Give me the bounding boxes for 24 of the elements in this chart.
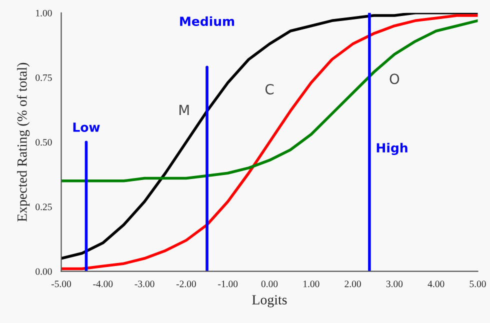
y-tick-label: 1.00 (36, 10, 52, 16)
y-tick-label: 0.50 (36, 139, 52, 146)
y-tick-label: 0.75 (36, 74, 52, 82)
x-tick-label: 4.00 (428, 280, 444, 288)
series-label: C (265, 84, 274, 94)
ref-line-label: High (376, 142, 408, 156)
ref-line-label: Medium (180, 16, 234, 26)
y-tick-label: 0.25 (36, 204, 52, 210)
x-tick-label: -1.00 (218, 280, 238, 288)
x-tick-label: 3.00 (386, 280, 403, 288)
x-tick-label: 5.00 (470, 280, 486, 288)
x-tick-label: -5.00 (51, 280, 72, 288)
y-tick-label: 0.00 (36, 268, 52, 275)
x-tick-label: -2.00 (176, 280, 196, 288)
x-tick-label: 0.00 (261, 280, 278, 288)
y-axis-title: Expected Rating (% of total) (16, 62, 30, 222)
x-tick-label: -4.00 (93, 280, 113, 288)
series-label: M (179, 104, 189, 115)
series-label: O (390, 74, 400, 84)
x-tick-label: 2.00 (344, 280, 361, 288)
x-axis-title: Logits (252, 295, 287, 308)
x-tick-label: -3.00 (134, 280, 154, 288)
ref-line-label: Low (73, 122, 100, 132)
x-tick-label: 1.00 (304, 280, 320, 288)
